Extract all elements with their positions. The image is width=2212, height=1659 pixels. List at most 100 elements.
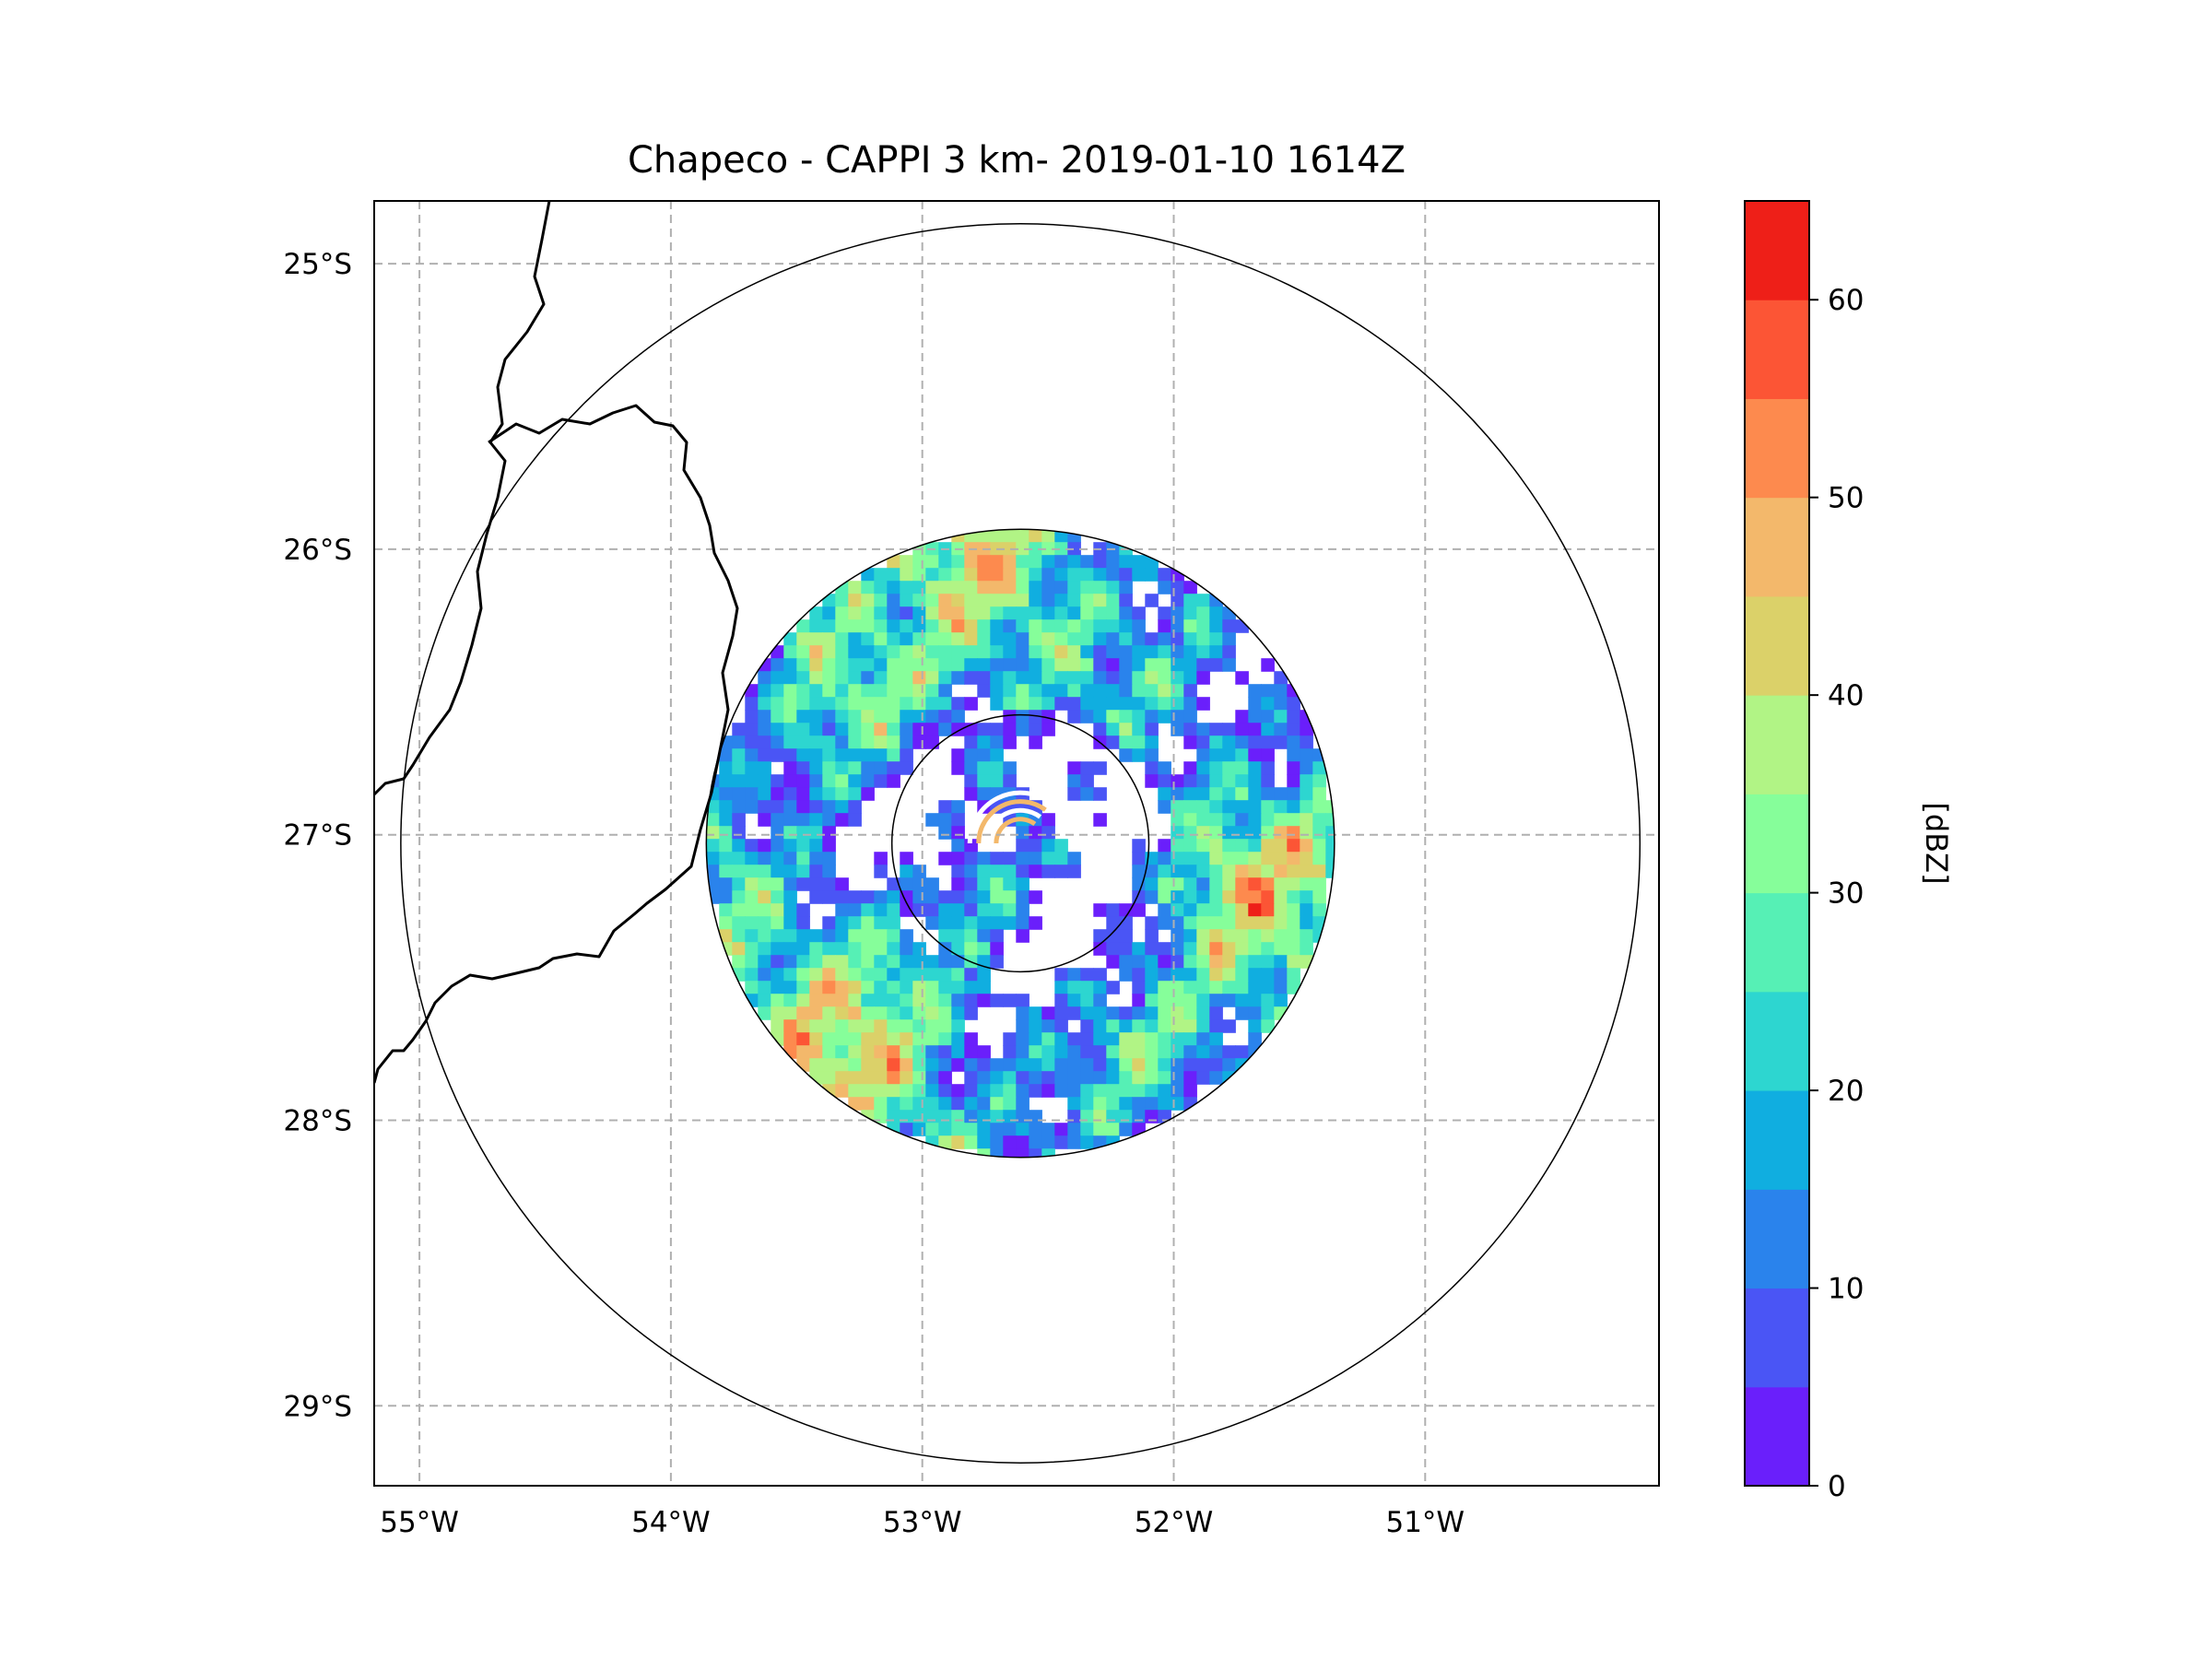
reflectivity-cell <box>1209 877 1223 891</box>
reflectivity-cell <box>1067 865 1081 878</box>
reflectivity-cell <box>1145 1110 1159 1124</box>
reflectivity-cell <box>1312 865 1326 878</box>
reflectivity-cell <box>1106 723 1120 736</box>
reflectivity-cell <box>1196 1006 1210 1020</box>
reflectivity-cell <box>783 890 797 904</box>
reflectivity-cell <box>951 981 965 994</box>
reflectivity-cell <box>912 981 926 994</box>
reflectivity-cell <box>1093 568 1107 582</box>
reflectivity-cell <box>887 735 900 749</box>
reflectivity-cell <box>1016 529 1030 543</box>
reflectivity-cell <box>1145 968 1159 982</box>
reflectivity-cell <box>758 994 771 1007</box>
reflectivity-cell <box>1041 723 1055 736</box>
reflectivity-cell <box>925 684 939 698</box>
reflectivity-cell <box>822 735 836 749</box>
reflectivity-cell <box>1209 1019 1223 1033</box>
reflectivity-cell <box>1222 852 1236 865</box>
reflectivity-cell <box>732 800 746 814</box>
reflectivity-cell <box>1029 555 1042 569</box>
reflectivity-cell <box>1145 774 1159 788</box>
reflectivity-cell <box>1119 1006 1133 1020</box>
reflectivity-cell <box>1209 774 1223 788</box>
reflectivity-cell <box>1119 658 1133 672</box>
reflectivity-cell <box>1041 529 1055 543</box>
reflectivity-cell <box>1145 645 1159 659</box>
reflectivity-cell <box>1029 1071 1042 1085</box>
reflectivity-cell <box>990 1110 1004 1124</box>
reflectivity-cell <box>1041 1058 1055 1072</box>
reflectivity-cell <box>1093 723 1107 736</box>
reflectivity-cell <box>848 710 862 724</box>
reflectivity-cell <box>951 1032 965 1046</box>
reflectivity-cell <box>1119 645 1133 659</box>
reflectivity-cell <box>1209 761 1223 775</box>
reflectivity-cell <box>1222 619 1236 633</box>
reflectivity-cell <box>809 955 823 969</box>
reflectivity-cell <box>1067 542 1081 556</box>
reflectivity-cell <box>758 1006 771 1020</box>
reflectivity-cell <box>1248 955 1262 969</box>
reflectivity-cell <box>900 994 913 1007</box>
reflectivity-cell <box>719 903 733 917</box>
reflectivity-cell <box>1003 852 1017 865</box>
reflectivity-cell <box>1003 555 1017 569</box>
reflectivity-cell <box>1183 1019 1197 1033</box>
reflectivity-cell <box>1171 852 1184 865</box>
reflectivity-cell <box>1119 684 1133 698</box>
reflectivity-cell <box>990 619 1004 633</box>
reflectivity-cell <box>1145 671 1159 685</box>
plot-title: Chapeco - CAPPI 3 km- 2019-01-10 1614Z <box>628 139 1406 182</box>
reflectivity-cell <box>1041 813 1055 827</box>
reflectivity-cell <box>1016 865 1030 878</box>
reflectivity-cell <box>706 826 720 840</box>
reflectivity-cell <box>1106 619 1120 633</box>
reflectivity-cell <box>925 671 939 685</box>
reflectivity-cell <box>1183 684 1197 698</box>
reflectivity-cell <box>874 761 888 775</box>
reflectivity-cell <box>1183 826 1197 840</box>
reflectivity-cell <box>990 852 1004 865</box>
reflectivity-cell <box>1261 723 1275 736</box>
reflectivity-cell <box>1145 684 1159 698</box>
reflectivity-cell <box>1080 1032 1094 1046</box>
reflectivity-cell <box>1106 1006 1120 1020</box>
reflectivity-cell <box>1274 903 1288 917</box>
reflectivity-cell <box>1196 1071 1210 1085</box>
reflectivity-cell <box>758 671 771 685</box>
reflectivity-cell <box>719 813 733 827</box>
reflectivity-cell <box>1171 710 1184 724</box>
reflectivity-cell <box>900 684 913 698</box>
reflectivity-cell <box>861 1032 875 1046</box>
reflectivity-cell <box>1209 839 1223 853</box>
reflectivity-cell <box>900 697 913 711</box>
reflectivity-cell <box>951 800 965 814</box>
reflectivity-cell <box>1274 826 1288 840</box>
reflectivity-cell <box>1312 800 1326 814</box>
reflectivity-cell <box>1235 877 1249 891</box>
reflectivity-cell <box>1106 903 1120 917</box>
reflectivity-cell <box>1119 1032 1133 1046</box>
reflectivity-cell <box>1183 929 1197 943</box>
reflectivity-cell <box>900 1084 913 1098</box>
reflectivity-cell <box>900 1110 913 1124</box>
reflectivity-cell <box>1106 735 1120 749</box>
reflectivity-cell <box>1016 1045 1030 1059</box>
reflectivity-cell <box>977 1045 991 1059</box>
reflectivity-cell <box>796 1006 810 1020</box>
reflectivity-cell <box>938 581 952 594</box>
reflectivity-cell <box>1119 1123 1133 1136</box>
reflectivity-cell <box>783 994 797 1007</box>
reflectivity-cell <box>964 994 978 1007</box>
reflectivity-cell <box>938 710 952 724</box>
reflectivity-cell <box>1209 1045 1223 1059</box>
reflectivity-cell <box>848 619 862 633</box>
reflectivity-cell <box>1248 813 1262 827</box>
reflectivity-cell <box>783 826 797 840</box>
reflectivity-cell <box>1132 1019 1146 1033</box>
reflectivity-cell <box>1093 645 1107 659</box>
reflectivity-cell <box>1016 1019 1030 1033</box>
reflectivity-cell <box>1235 903 1249 917</box>
reflectivity-cell <box>1196 697 1210 711</box>
reflectivity-cell <box>964 1045 978 1059</box>
